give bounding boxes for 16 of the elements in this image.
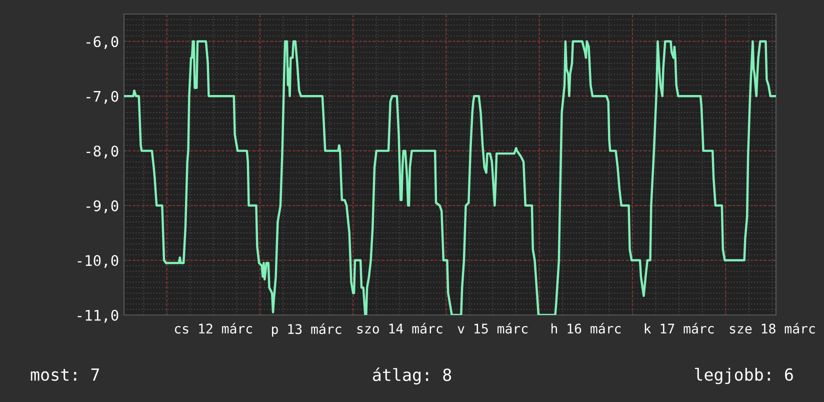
y-tick-label: -7,0 <box>86 90 118 104</box>
x-tick-label: k 17 márc <box>644 322 714 334</box>
y-tick-label: -10,0 <box>78 255 118 268</box>
x-tick-label: p 13 márc <box>272 323 342 337</box>
x-tick-label: v 15 márc <box>458 322 528 334</box>
y-tick-label: -8,0 <box>86 146 118 158</box>
text: átlag: 8 <box>372 368 452 384</box>
y-tick-label: -6,0 <box>86 36 118 49</box>
text: legjobb: 6 <box>694 368 793 384</box>
y-tick-label: -9,0 <box>86 200 118 214</box>
y-tick-label: -11,0 <box>78 310 118 323</box>
x-tick-label: szo 14 márc <box>357 322 442 334</box>
x-tick-label: sze 18 márc <box>730 322 815 334</box>
x-tick-label: h 16 márc <box>551 322 621 334</box>
text: most: 7 <box>30 368 99 381</box>
x-tick-label: cs 12 márc <box>174 322 252 334</box>
